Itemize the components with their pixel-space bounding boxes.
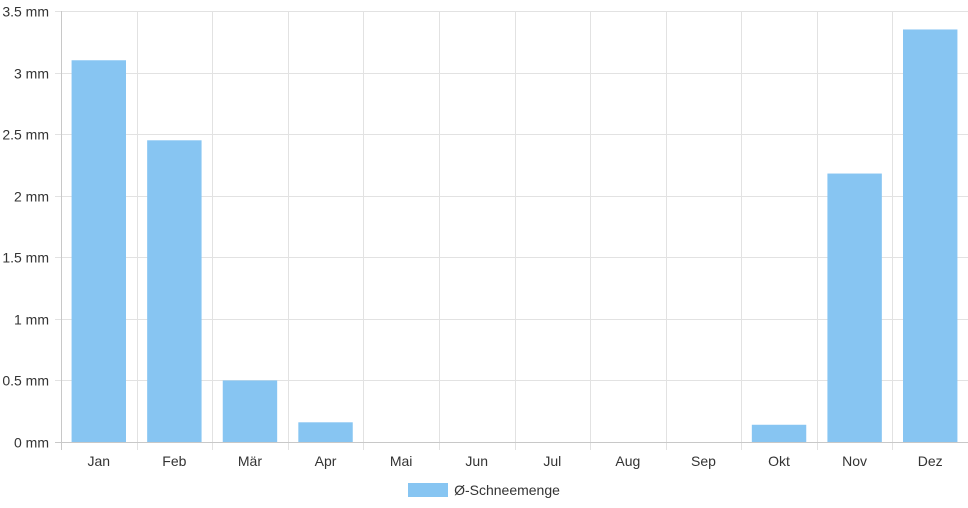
x-tick-label: Sep	[691, 453, 716, 469]
x-tick-label: Apr	[315, 453, 337, 469]
y-tick-label: 0 mm	[14, 435, 49, 451]
bar-jan[interactable]	[71, 60, 126, 442]
y-tick-label: 0.5 mm	[2, 373, 49, 389]
x-tick-label: Feb	[162, 453, 186, 469]
bar-nov[interactable]	[827, 173, 882, 443]
x-tick-label: Jun	[465, 453, 488, 469]
x-tick-label: Okt	[768, 453, 790, 469]
y-tick-labels: 0 mm 0.5 mm 1 mm 1.5 mm 2 mm 2.5 mm 3 mm 3.5 mm	[2, 4, 49, 451]
axes	[55, 11, 968, 450]
x-tick-label: Dez	[918, 453, 943, 469]
bar-feb[interactable]	[147, 140, 202, 443]
x-tick-label: Nov	[842, 453, 867, 469]
x-tick-label: Mär	[238, 453, 262, 469]
y-tick-label: 2.5 mm	[2, 127, 49, 143]
bars	[71, 29, 958, 443]
bar-okt[interactable]	[751, 424, 807, 442]
legend[interactable]: Ø-Schneemenge	[0, 478, 968, 502]
y-tick-label: 1 mm	[14, 312, 49, 328]
bar-dez[interactable]	[903, 29, 958, 442]
y-tick-label: 1.5 mm	[2, 250, 49, 266]
bar-apr[interactable]	[298, 422, 353, 442]
x-tick-label: Aug	[615, 453, 640, 469]
y-tick-label: 2 mm	[14, 189, 49, 205]
x-tick-label: Mai	[390, 453, 413, 469]
y-tick-label: 3.5 mm	[2, 4, 49, 20]
legend-swatch	[408, 483, 449, 497]
grid-lines	[55, 11, 968, 450]
x-tick-labels: Jan Feb Mär Apr Mai Jun Jul Aug Sep Okt Nov Dez	[88, 453, 943, 469]
x-tick-label: Jan	[88, 453, 111, 469]
bar-mär[interactable]	[222, 380, 278, 442]
y-tick-label: 3 mm	[14, 66, 49, 82]
legend-label: Ø-Schneemenge	[454, 482, 560, 498]
x-tick-label: Jul	[543, 453, 561, 469]
